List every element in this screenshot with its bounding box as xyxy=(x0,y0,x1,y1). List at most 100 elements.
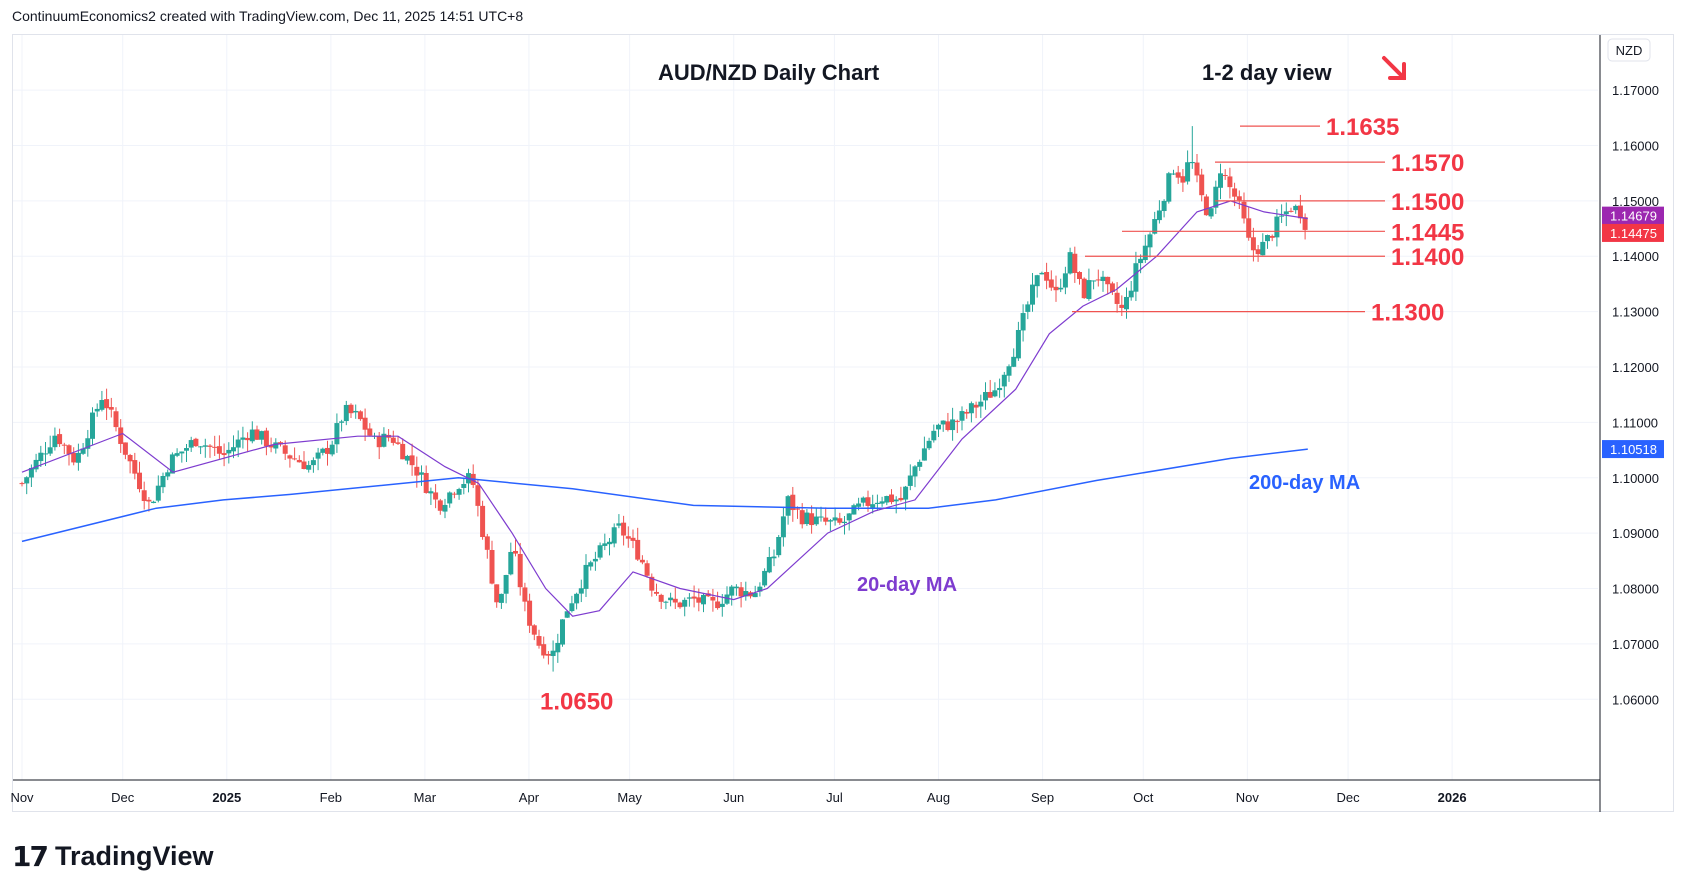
candle-up xyxy=(992,390,998,397)
candle-up xyxy=(442,504,448,512)
candle-down xyxy=(635,539,641,560)
candle-up xyxy=(762,570,768,586)
candle-up xyxy=(249,429,255,442)
candle-up xyxy=(1156,210,1162,221)
candle-up xyxy=(447,492,453,504)
candle-up xyxy=(950,419,956,431)
candle-up xyxy=(1001,374,1007,387)
candle-up xyxy=(1213,186,1219,208)
level-label: 1.1400 xyxy=(1391,244,1464,271)
candle-up xyxy=(85,438,91,449)
candle-up xyxy=(701,594,706,605)
candle-up xyxy=(306,465,312,470)
candle-up xyxy=(912,466,918,477)
candle-up xyxy=(47,447,53,454)
candle-up xyxy=(827,520,833,522)
candle-up xyxy=(588,562,594,567)
candle-down xyxy=(799,510,805,525)
ma200-line xyxy=(21,448,1308,543)
candle-down xyxy=(287,455,293,459)
candle-up xyxy=(893,499,899,502)
candle-down xyxy=(1077,272,1082,280)
candle-up xyxy=(235,439,241,448)
candle-down xyxy=(715,601,721,609)
candle-up xyxy=(813,516,819,525)
candle-up xyxy=(903,486,909,500)
candle-down xyxy=(517,553,523,588)
candle-up xyxy=(719,603,725,607)
down-arrow-icon xyxy=(1382,56,1406,80)
candle-up xyxy=(1133,263,1139,292)
chart-frame xyxy=(12,34,1674,812)
candle-down xyxy=(898,497,904,501)
candle-up xyxy=(569,603,575,612)
x-tick-label: Sep xyxy=(1031,790,1054,805)
candle-down xyxy=(973,404,979,408)
x-tick-label: Jun xyxy=(723,790,744,805)
currency-box[interactable] xyxy=(1607,38,1651,62)
candle-down xyxy=(325,447,330,454)
candle-down xyxy=(1227,176,1233,188)
candle-up xyxy=(785,496,791,516)
tradingview-logo[interactable]: 17 TradingView xyxy=(12,838,214,874)
candle-up xyxy=(90,412,95,439)
candle-up xyxy=(75,452,81,463)
candle-down xyxy=(268,444,274,448)
candle-down xyxy=(113,411,119,428)
candle-up xyxy=(842,521,847,524)
candle-up xyxy=(564,611,570,618)
candle-up xyxy=(884,496,890,503)
ma20-line xyxy=(21,200,1308,617)
candle-up xyxy=(198,446,204,448)
candle-up xyxy=(428,491,434,494)
price-badge-label: 1.10518 xyxy=(1610,442,1657,457)
candle-down xyxy=(1288,210,1294,212)
chart-subtitle: 1-2 day view xyxy=(1202,60,1333,85)
candle-up xyxy=(682,599,688,607)
candle-down xyxy=(1222,174,1228,176)
candle-down xyxy=(865,497,871,506)
candle-up xyxy=(43,453,48,455)
candle-down xyxy=(437,500,443,511)
candle-down xyxy=(489,549,495,584)
candle-up xyxy=(856,503,862,507)
candle-down xyxy=(409,455,415,466)
candle-up xyxy=(1011,356,1017,367)
price-badge xyxy=(1602,206,1664,225)
candle-up xyxy=(80,448,86,454)
candle-down xyxy=(1255,249,1261,255)
candle-down xyxy=(193,438,199,447)
price-badge-label: 1.14475 xyxy=(1610,226,1657,241)
y-tick-label: 1.07000 xyxy=(1612,637,1659,652)
candle-up xyxy=(663,601,669,603)
x-tick-label: Apr xyxy=(519,790,540,805)
candle-up xyxy=(508,551,514,575)
candle-down xyxy=(738,587,744,597)
candle-down xyxy=(118,427,124,444)
x-tick-label: Nov xyxy=(1236,790,1260,805)
candle-down xyxy=(104,399,110,409)
candle-up xyxy=(1152,219,1158,234)
y-tick-label: 1.13000 xyxy=(1612,305,1659,320)
candle-up xyxy=(1185,162,1191,182)
candle-up xyxy=(611,527,617,544)
price-chart[interactable]: 1.17000 1.16000 1.15000 1.14000 1.13000 1.120… xyxy=(0,0,1687,830)
candle-up xyxy=(917,461,923,467)
candle-up xyxy=(936,424,941,430)
level-label: 1.1300 xyxy=(1371,300,1444,327)
candle-up xyxy=(940,420,946,425)
candle-down xyxy=(889,494,894,503)
y-tick-label: 1.10000 xyxy=(1612,471,1659,486)
level-label: 1.1445 xyxy=(1391,219,1464,246)
candle-up xyxy=(1265,235,1270,242)
candle-up xyxy=(226,449,232,454)
candle-up xyxy=(879,501,885,504)
candle-up xyxy=(1067,252,1073,274)
candle-up xyxy=(776,537,782,556)
candle-up xyxy=(907,475,913,486)
x-tick-label: Nov xyxy=(10,790,34,805)
candle-down xyxy=(1119,304,1125,308)
candle-up xyxy=(343,404,349,422)
candle-up xyxy=(231,447,236,452)
y-tick-label: 1.14000 xyxy=(1612,249,1659,264)
